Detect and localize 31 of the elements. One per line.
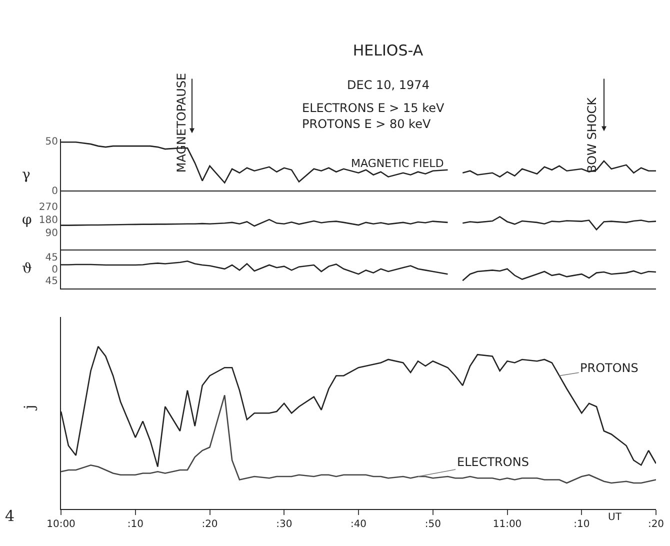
y-axis-title: φ — [22, 212, 32, 228]
y-tick-label: 45 — [45, 252, 58, 264]
x-axis-title: UT — [608, 512, 622, 523]
x-tick-label: :10 — [127, 519, 144, 530]
x-tick-label: :50 — [424, 519, 441, 530]
series-label: ELECTRONS — [457, 455, 529, 469]
x-tick-label: :20 — [202, 519, 218, 530]
y-tick-label: 50 — [45, 136, 58, 148]
chart-title: HELIOS-A — [352, 41, 424, 60]
x-tick-label: :20 — [648, 519, 664, 530]
y-axis-title: ϑ — [22, 261, 32, 277]
y-tick-label: 0 — [52, 264, 58, 276]
y-axis-title: j — [22, 404, 38, 412]
y-tick-label: 45 — [45, 276, 58, 288]
text: 4 — [5, 507, 15, 525]
y-axis-title: γ — [22, 167, 30, 183]
y-tick-label: 0 — [52, 186, 58, 198]
text: PROTONS E > 80 keV — [302, 117, 432, 131]
text: ELECTRONS E > 15 keV — [302, 101, 446, 115]
annotation: MAGNETIC FIELD — [351, 157, 444, 170]
x-tick-label: 10:00 — [46, 519, 76, 530]
chart-subtitle: DEC 10, 1974 — [347, 78, 430, 92]
x-tick-label: :30 — [276, 519, 292, 530]
annotation: MAGNETOPAUSE — [174, 72, 188, 173]
y-tick-label: 270 — [38, 202, 58, 214]
y-tick-label: 180 — [38, 215, 58, 226]
x-tick-label: 11:00 — [492, 519, 522, 530]
x-tick-label: :10 — [574, 519, 590, 530]
series-label: PROTONS — [580, 361, 638, 375]
y-tick-label: 90 — [45, 228, 58, 239]
x-tick-label: :40 — [350, 519, 367, 530]
